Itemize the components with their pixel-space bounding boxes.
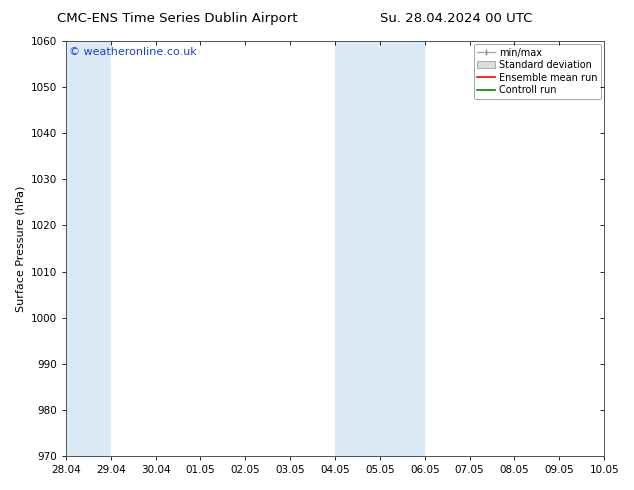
Legend: min/max, Standard deviation, Ensemble mean run, Controll run: min/max, Standard deviation, Ensemble me… bbox=[474, 44, 601, 99]
Bar bbox=[66, 41, 111, 456]
Text: Su. 28.04.2024 00 UTC: Su. 28.04.2024 00 UTC bbox=[380, 12, 533, 25]
Text: © weatheronline.co.uk: © weatheronline.co.uk bbox=[68, 47, 197, 57]
Bar bbox=[335, 41, 425, 456]
Y-axis label: Surface Pressure (hPa): Surface Pressure (hPa) bbox=[15, 185, 25, 312]
Text: CMC-ENS Time Series Dublin Airport: CMC-ENS Time Series Dublin Airport bbox=[57, 12, 298, 25]
